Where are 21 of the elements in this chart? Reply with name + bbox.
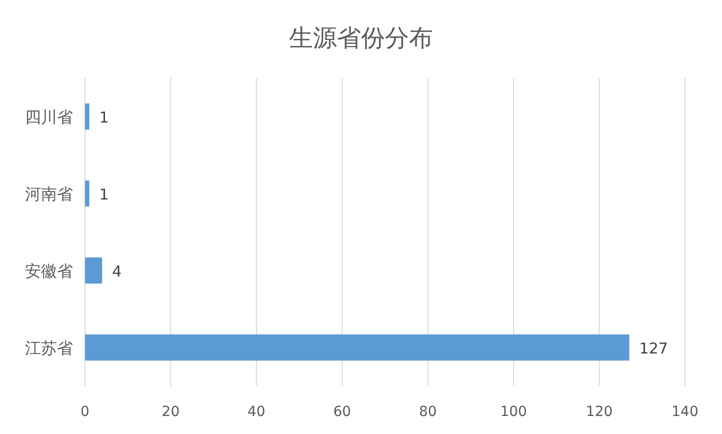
- bar: [85, 334, 630, 361]
- x-tick-label: 40: [248, 404, 266, 420]
- bar: [85, 103, 90, 130]
- y-tick-label: 四川省: [25, 108, 73, 126]
- x-tick-label: 20: [162, 404, 180, 420]
- x-tick-label: 60: [333, 404, 352, 420]
- x-tick-label: 0: [80, 404, 90, 420]
- y-tick-label: 安徽省: [25, 262, 73, 280]
- data-label: 1: [99, 108, 109, 126]
- bar: [85, 180, 90, 207]
- x-tick-label: 120: [586, 404, 613, 420]
- data-label: 1: [99, 186, 109, 204]
- data-label: 127: [639, 340, 668, 358]
- x-tick-label: 80: [418, 404, 437, 420]
- x-tick-label: 100: [500, 404, 527, 420]
- y-tick-label: 江苏省: [25, 338, 73, 358]
- data-label: 4: [112, 262, 122, 280]
- bar: [85, 257, 102, 284]
- y-tick-label: 河南省: [25, 184, 73, 204]
- chart-title: 生源省份分布: [289, 24, 433, 52]
- x-tick-label: 140: [672, 404, 698, 420]
